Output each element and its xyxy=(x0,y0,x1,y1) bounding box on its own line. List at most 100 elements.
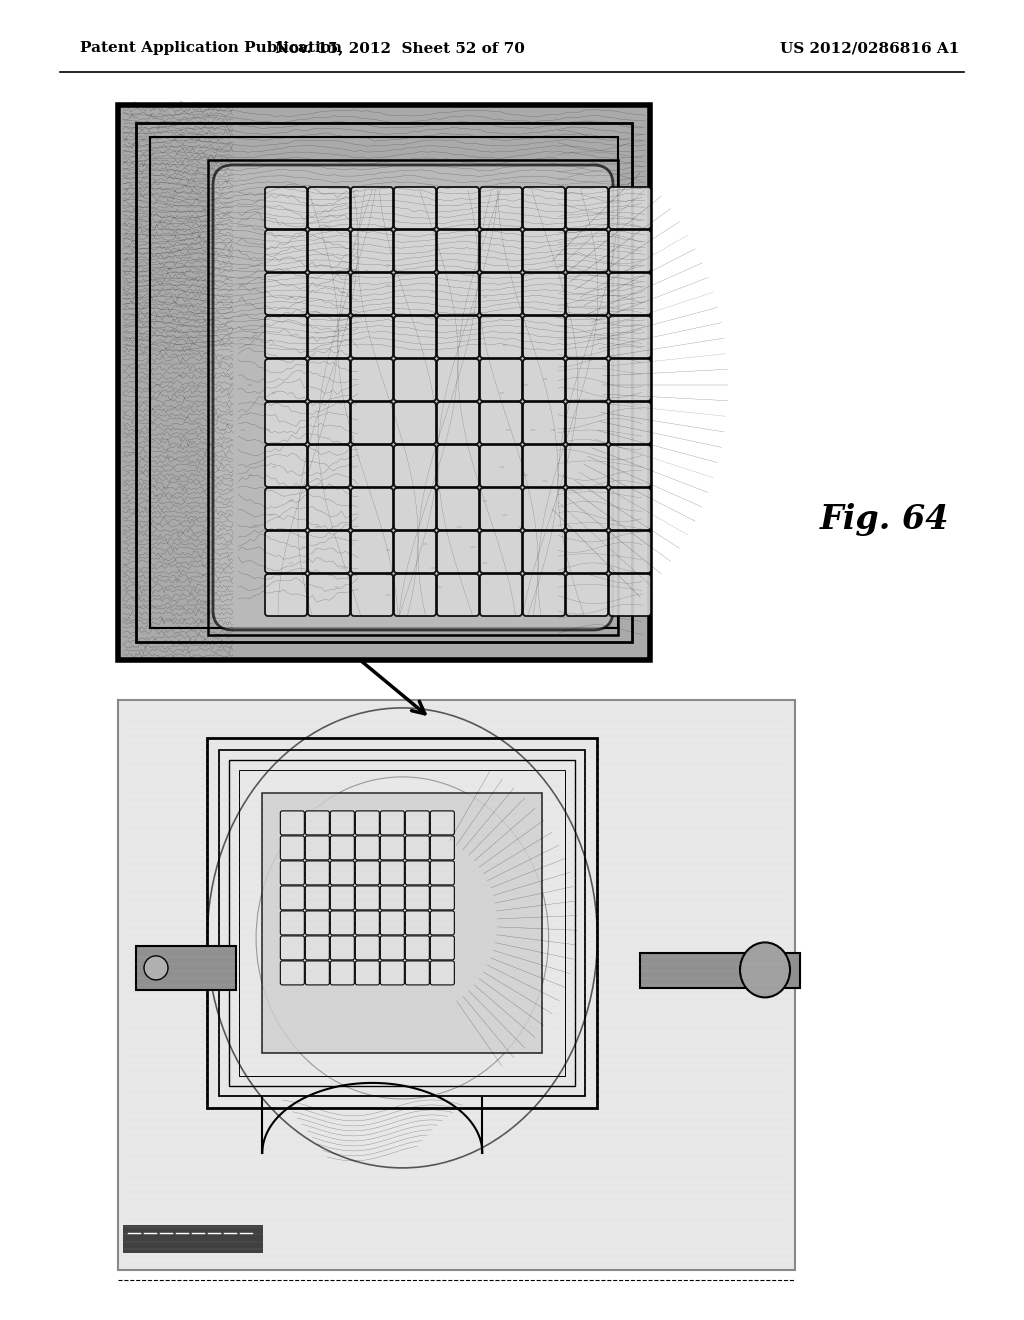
FancyBboxPatch shape xyxy=(430,911,455,935)
FancyBboxPatch shape xyxy=(380,911,404,935)
FancyBboxPatch shape xyxy=(437,230,479,272)
FancyBboxPatch shape xyxy=(480,445,522,487)
FancyBboxPatch shape xyxy=(351,403,393,444)
FancyBboxPatch shape xyxy=(480,531,522,573)
FancyBboxPatch shape xyxy=(394,230,436,272)
FancyBboxPatch shape xyxy=(351,488,393,531)
FancyBboxPatch shape xyxy=(430,836,455,859)
Bar xyxy=(118,700,795,1270)
Bar xyxy=(229,760,575,1086)
FancyBboxPatch shape xyxy=(480,187,522,228)
FancyBboxPatch shape xyxy=(355,961,379,985)
Bar xyxy=(207,738,597,1107)
FancyBboxPatch shape xyxy=(305,961,330,985)
FancyBboxPatch shape xyxy=(281,911,304,935)
Bar xyxy=(136,946,236,990)
FancyBboxPatch shape xyxy=(437,187,479,228)
FancyBboxPatch shape xyxy=(265,359,307,401)
FancyBboxPatch shape xyxy=(394,273,436,315)
FancyBboxPatch shape xyxy=(406,836,429,859)
FancyBboxPatch shape xyxy=(566,488,608,531)
FancyBboxPatch shape xyxy=(305,886,330,909)
FancyBboxPatch shape xyxy=(609,359,651,401)
FancyBboxPatch shape xyxy=(609,230,651,272)
FancyBboxPatch shape xyxy=(265,230,307,272)
FancyBboxPatch shape xyxy=(380,936,404,960)
FancyBboxPatch shape xyxy=(566,531,608,573)
FancyBboxPatch shape xyxy=(523,574,565,616)
Bar xyxy=(123,1225,263,1253)
FancyBboxPatch shape xyxy=(305,836,330,859)
FancyBboxPatch shape xyxy=(437,273,479,315)
FancyBboxPatch shape xyxy=(406,936,429,960)
FancyBboxPatch shape xyxy=(281,886,304,909)
FancyBboxPatch shape xyxy=(523,403,565,444)
FancyBboxPatch shape xyxy=(609,187,651,228)
FancyBboxPatch shape xyxy=(308,488,350,531)
FancyBboxPatch shape xyxy=(394,531,436,573)
FancyBboxPatch shape xyxy=(609,531,651,573)
FancyBboxPatch shape xyxy=(265,403,307,444)
FancyBboxPatch shape xyxy=(480,403,522,444)
Bar xyxy=(640,953,800,987)
FancyBboxPatch shape xyxy=(351,273,393,315)
FancyBboxPatch shape xyxy=(566,187,608,228)
FancyBboxPatch shape xyxy=(355,936,379,960)
FancyBboxPatch shape xyxy=(281,861,304,884)
FancyBboxPatch shape xyxy=(331,886,354,909)
FancyBboxPatch shape xyxy=(609,488,651,531)
FancyBboxPatch shape xyxy=(305,810,330,836)
FancyBboxPatch shape xyxy=(305,861,330,884)
FancyBboxPatch shape xyxy=(351,445,393,487)
FancyBboxPatch shape xyxy=(331,861,354,884)
FancyBboxPatch shape xyxy=(480,359,522,401)
FancyBboxPatch shape xyxy=(523,359,565,401)
Bar xyxy=(208,160,618,635)
FancyBboxPatch shape xyxy=(437,574,479,616)
Bar xyxy=(262,793,543,1053)
Ellipse shape xyxy=(740,942,790,998)
FancyBboxPatch shape xyxy=(281,810,304,836)
FancyBboxPatch shape xyxy=(394,315,436,358)
FancyBboxPatch shape xyxy=(213,165,613,630)
FancyBboxPatch shape xyxy=(406,886,429,909)
FancyBboxPatch shape xyxy=(523,488,565,531)
FancyBboxPatch shape xyxy=(480,273,522,315)
FancyBboxPatch shape xyxy=(430,861,455,884)
FancyBboxPatch shape xyxy=(437,531,479,573)
FancyBboxPatch shape xyxy=(355,836,379,859)
FancyBboxPatch shape xyxy=(609,273,651,315)
FancyBboxPatch shape xyxy=(308,359,350,401)
FancyBboxPatch shape xyxy=(394,403,436,444)
FancyBboxPatch shape xyxy=(281,836,304,859)
FancyBboxPatch shape xyxy=(566,359,608,401)
FancyBboxPatch shape xyxy=(308,403,350,444)
FancyBboxPatch shape xyxy=(480,488,522,531)
FancyBboxPatch shape xyxy=(480,315,522,358)
FancyBboxPatch shape xyxy=(351,574,393,616)
FancyBboxPatch shape xyxy=(308,273,350,315)
FancyBboxPatch shape xyxy=(523,315,565,358)
FancyBboxPatch shape xyxy=(566,403,608,444)
FancyBboxPatch shape xyxy=(380,961,404,985)
FancyBboxPatch shape xyxy=(265,273,307,315)
Text: Nov. 15, 2012  Sheet 52 of 70: Nov. 15, 2012 Sheet 52 of 70 xyxy=(275,41,525,55)
FancyBboxPatch shape xyxy=(380,810,404,836)
FancyBboxPatch shape xyxy=(430,886,455,909)
FancyBboxPatch shape xyxy=(406,911,429,935)
FancyBboxPatch shape xyxy=(308,230,350,272)
FancyBboxPatch shape xyxy=(308,445,350,487)
FancyBboxPatch shape xyxy=(406,961,429,985)
FancyBboxPatch shape xyxy=(406,810,429,836)
FancyBboxPatch shape xyxy=(523,445,565,487)
Bar xyxy=(219,750,586,1096)
FancyBboxPatch shape xyxy=(351,531,393,573)
Bar xyxy=(118,106,650,660)
FancyBboxPatch shape xyxy=(351,230,393,272)
FancyBboxPatch shape xyxy=(331,911,354,935)
FancyBboxPatch shape xyxy=(351,315,393,358)
FancyBboxPatch shape xyxy=(609,574,651,616)
FancyBboxPatch shape xyxy=(566,315,608,358)
FancyBboxPatch shape xyxy=(355,886,379,909)
FancyBboxPatch shape xyxy=(265,531,307,573)
